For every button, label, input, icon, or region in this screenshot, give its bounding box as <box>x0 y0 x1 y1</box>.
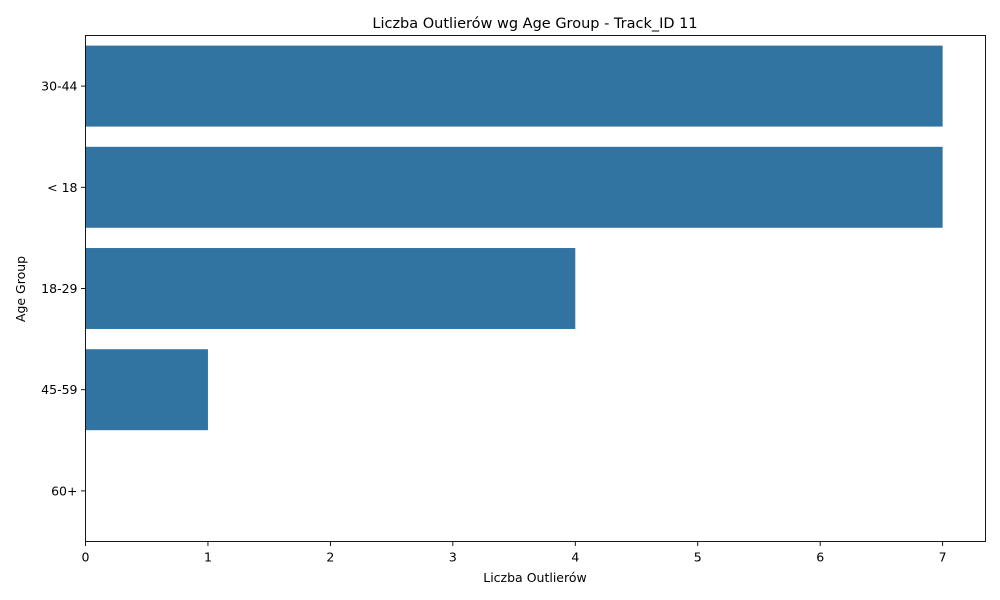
x-tick-label: 6 <box>816 550 824 565</box>
y-ticks-group: 30-44 < 18 18-29 45-59 60+ <box>41 79 86 498</box>
x-tick-label: 1 <box>204 550 212 565</box>
x-tick-label: 4 <box>571 550 579 565</box>
plot-frame <box>85 35 986 542</box>
y-tick-label: 60+ <box>51 483 77 498</box>
chart-title: Liczba Outlierów wg Age Group - Track_ID… <box>372 16 697 32</box>
bars-group <box>85 45 943 431</box>
y-tick-label: 45-59 <box>41 382 77 397</box>
x-tick-label: 0 <box>82 550 90 565</box>
y-tick-label: 18-29 <box>41 281 77 296</box>
x-tick-label: 2 <box>326 550 334 565</box>
bar-2 <box>85 248 576 329</box>
y-tick-label: < 18 <box>47 180 77 195</box>
x-tick-label: 7 <box>939 550 947 565</box>
bar-1 <box>85 146 943 228</box>
bar-0 <box>85 45 943 127</box>
x-ticks-group: 0 1 2 3 4 5 6 7 <box>82 541 947 565</box>
x-tick-label: 5 <box>694 550 702 565</box>
y-tick-label: 30-44 <box>41 79 77 94</box>
bar-3 <box>85 349 208 431</box>
y-axis-label: Age Group <box>13 256 28 322</box>
x-axis-label: Liczba Outlierów <box>483 570 586 585</box>
x-tick-label: 3 <box>449 550 457 565</box>
